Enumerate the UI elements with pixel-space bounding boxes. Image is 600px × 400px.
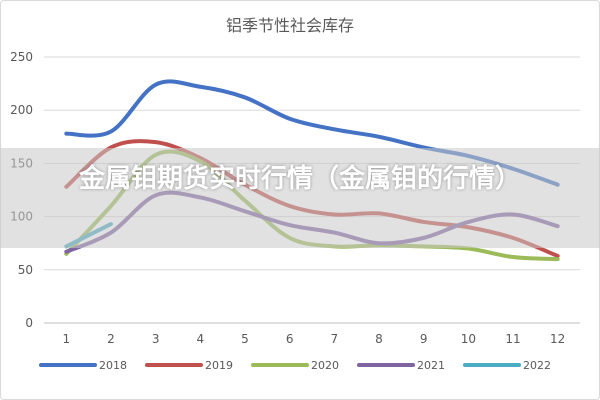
legend-label: 2020 [311, 359, 339, 372]
y-tick-label: 250 [10, 50, 33, 64]
overlay-banner [0, 148, 600, 248]
y-tick-label: 200 [10, 103, 33, 117]
y-tick-label: 0 [25, 316, 33, 330]
overlay-banner-text: 金属钼期货实时行情（金属钼的行情） [78, 164, 521, 194]
legend-label: 2022 [523, 359, 551, 372]
x-tick-label: 7 [331, 332, 339, 346]
chart-title: 铝季节性社会库存 [226, 16, 354, 35]
x-tick-label: 12 [550, 332, 565, 346]
x-axis-ticks: 1 2 3 4 5 6 7 8 9 10 11 12 [63, 332, 566, 346]
x-tick-label: 5 [241, 332, 249, 346]
x-tick-label: 11 [505, 332, 520, 346]
x-tick-label: 2 [107, 332, 115, 346]
x-tick-label: 8 [375, 332, 383, 346]
x-tick-label: 6 [286, 332, 294, 346]
legend: 2018 2019 2020 2021 2022 [39, 359, 551, 372]
x-tick-label: 10 [461, 332, 476, 346]
legend-label: 2018 [99, 359, 127, 372]
x-tick-label: 1 [63, 332, 71, 346]
x-tick-label: 9 [420, 332, 428, 346]
y-tick-label: 50 [18, 263, 33, 277]
legend-label: 2021 [417, 359, 445, 372]
x-tick-label: 4 [197, 332, 205, 346]
legend-label: 2019 [205, 359, 233, 372]
x-tick-label: 3 [152, 332, 160, 346]
